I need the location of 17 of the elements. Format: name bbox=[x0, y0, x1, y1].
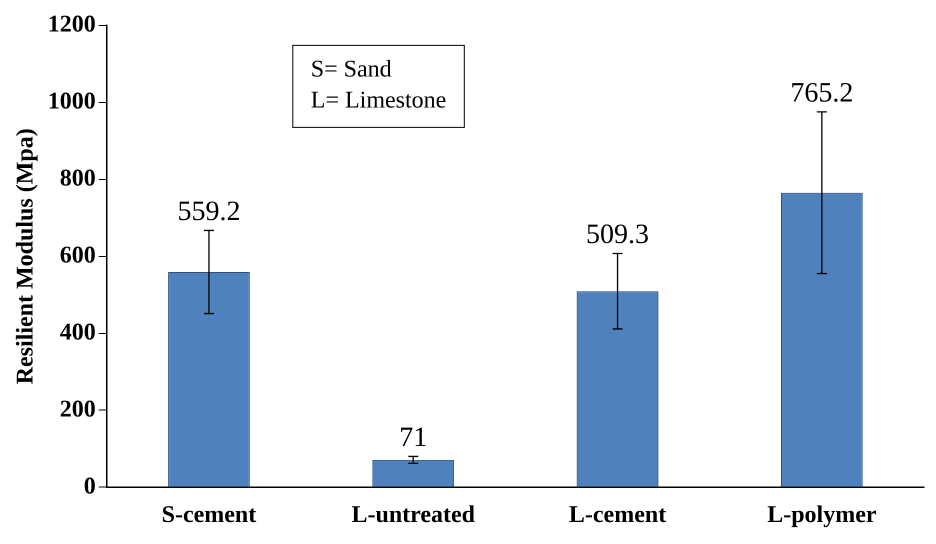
annotation: S= Sand L= Limestone bbox=[310, 56, 446, 114]
x-tick-label: L-polymer bbox=[767, 502, 877, 528]
x-tick-label: S-cement bbox=[162, 502, 256, 528]
data-label: 71 bbox=[399, 422, 428, 453]
y-tick-label: 1000 bbox=[48, 88, 96, 115]
data-label: 765.2 bbox=[790, 77, 854, 108]
y-tick-label: 600 bbox=[60, 242, 96, 269]
y-tick-label: 400 bbox=[60, 319, 96, 346]
y-tick-label: 200 bbox=[60, 396, 96, 422]
x-tick-label: L-cement bbox=[568, 502, 666, 528]
y-tick-label: 0 bbox=[84, 473, 96, 500]
y-tick-label: 1200 bbox=[48, 12, 96, 38]
y-axis-title: Resilient Modulus (Mpa) bbox=[12, 128, 39, 384]
y-tick-label: 800 bbox=[60, 166, 96, 192]
data-label: 559.2 bbox=[177, 196, 240, 227]
data-label: 509.3 bbox=[586, 218, 650, 250]
x-tick-label: L-untreated bbox=[351, 502, 476, 528]
